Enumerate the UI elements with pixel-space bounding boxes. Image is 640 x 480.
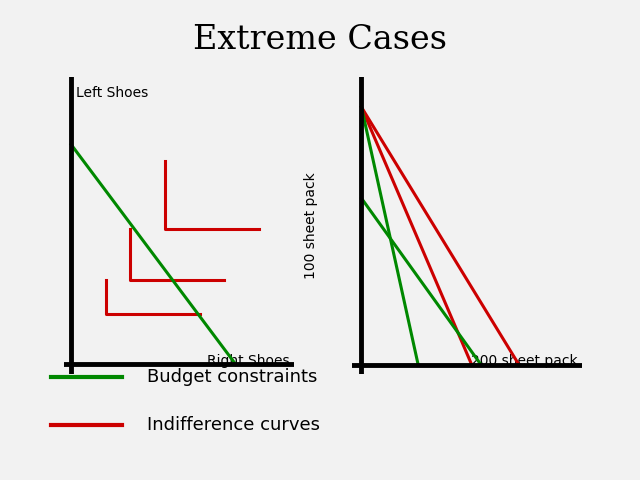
Text: Left Shoes: Left Shoes [76, 86, 148, 100]
Text: Extreme Cases: Extreme Cases [193, 24, 447, 56]
Text: 200 sheet pack: 200 sheet pack [471, 354, 578, 369]
Text: 100 sheet pack: 100 sheet pack [303, 172, 317, 279]
Text: Indifference curves: Indifference curves [147, 416, 320, 434]
Text: Right Shoes: Right Shoes [207, 354, 290, 369]
Text: Budget constraints: Budget constraints [147, 368, 317, 386]
